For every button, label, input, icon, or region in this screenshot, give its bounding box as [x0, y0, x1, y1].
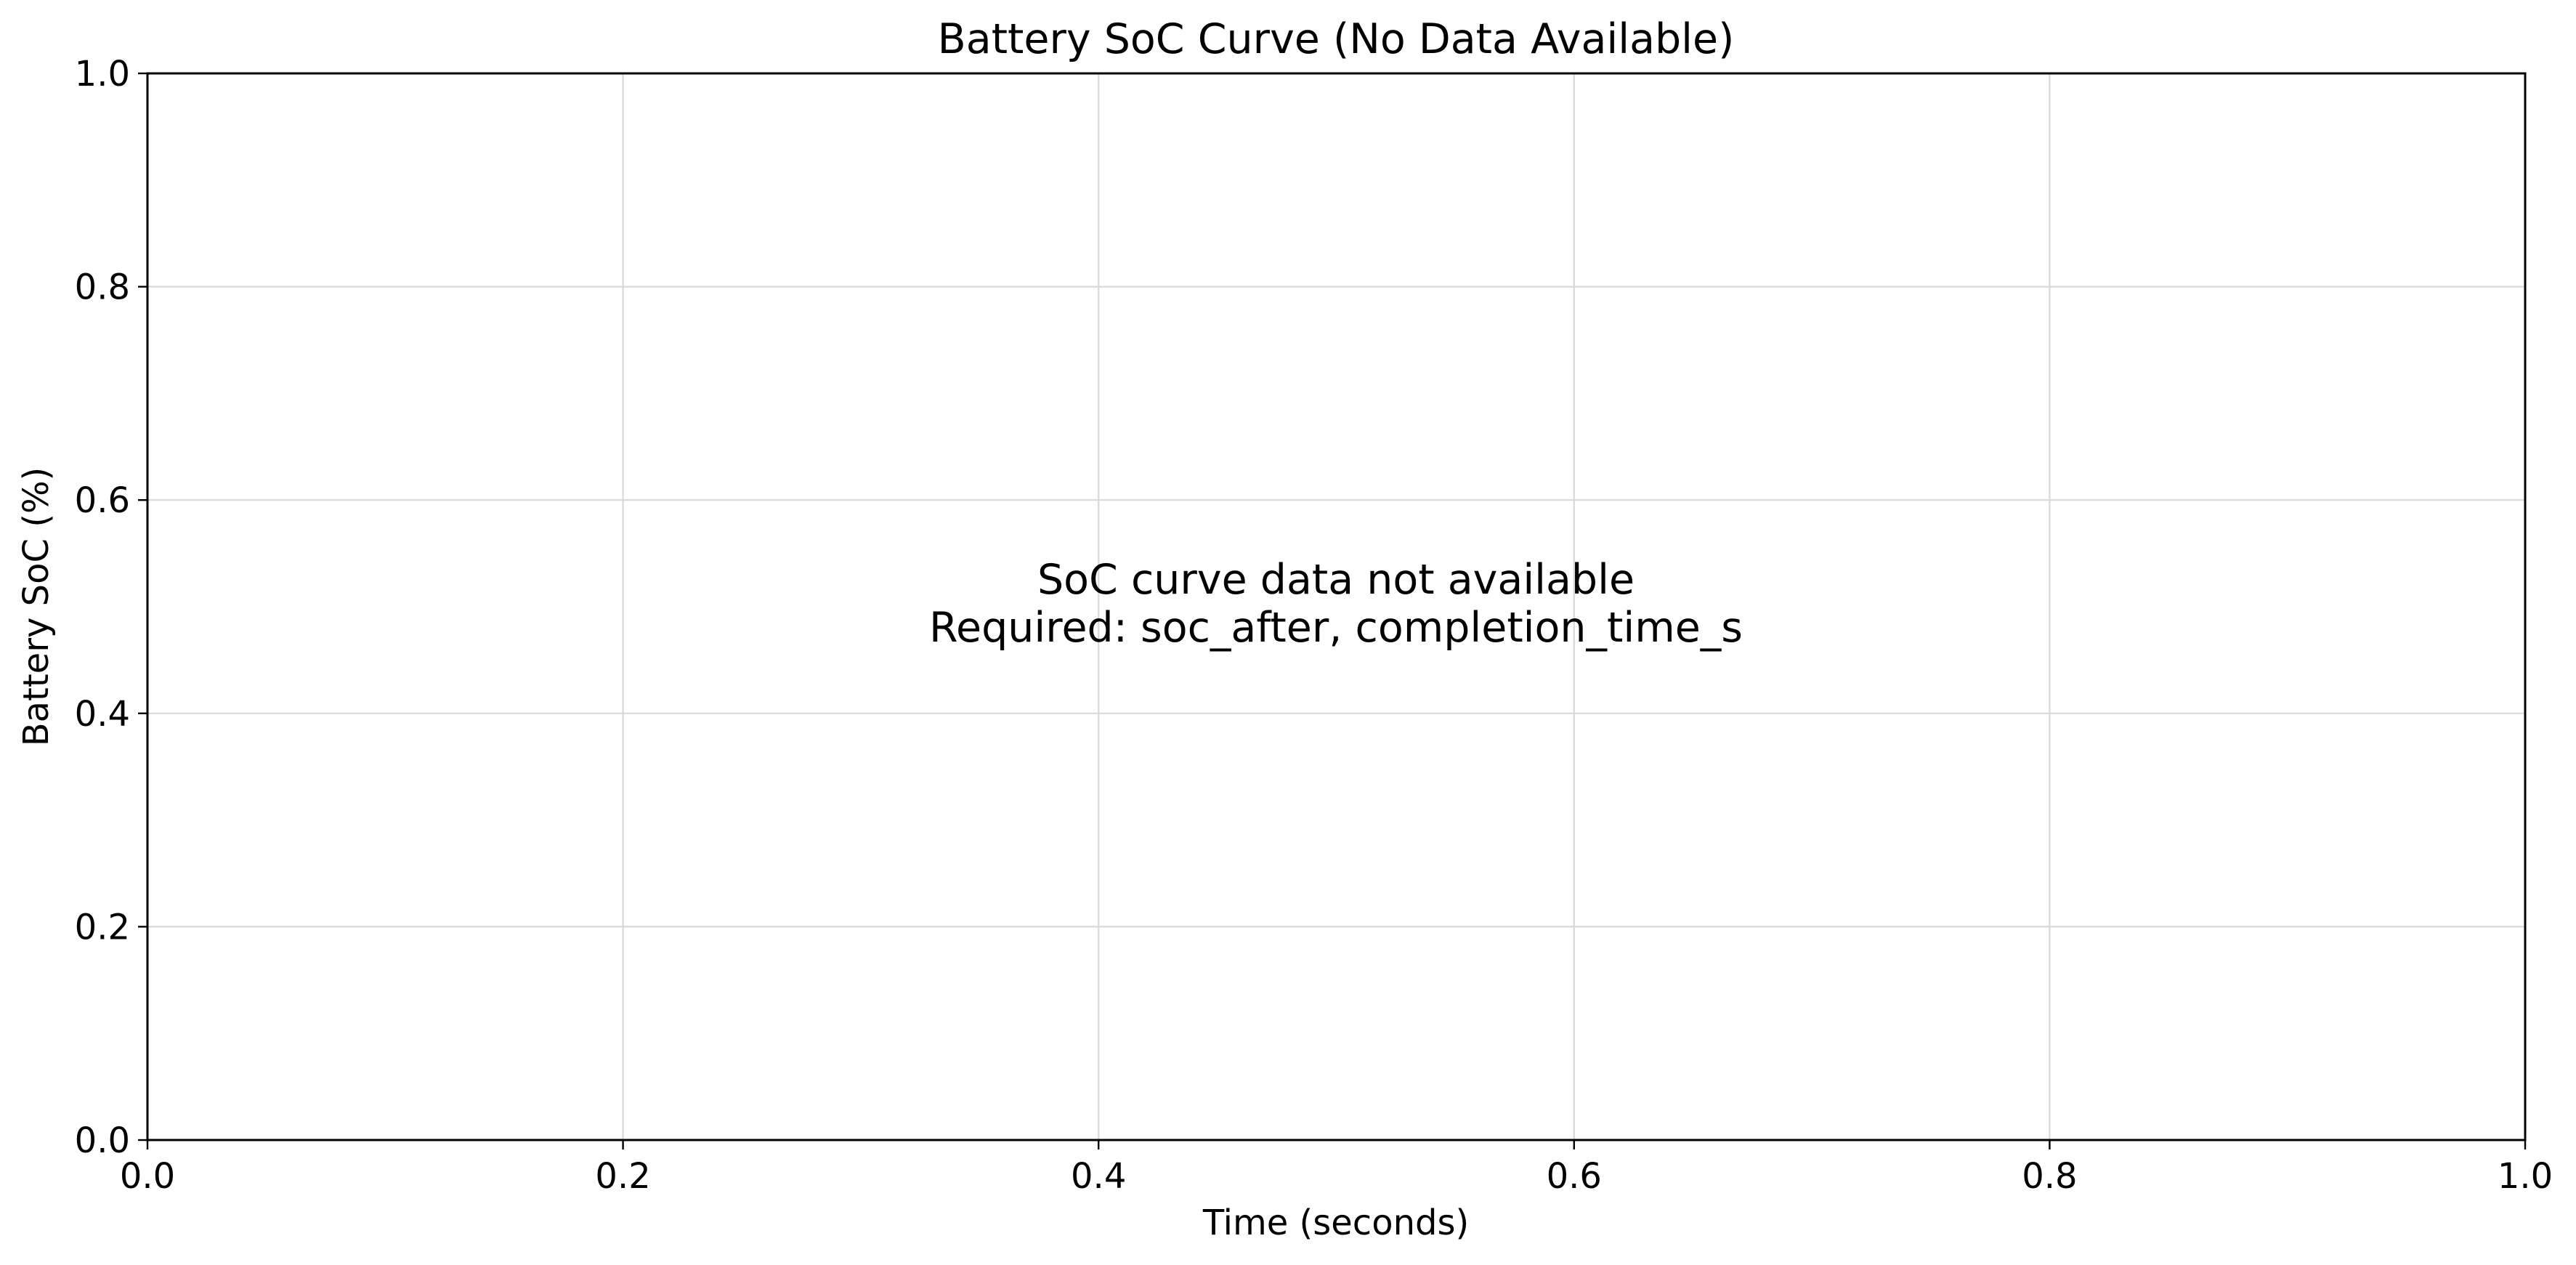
y-axis-ticks: 0.0 0.2 0.4 0.6 0.8 1.0 — [75, 54, 147, 1161]
x-tick-label: 0.6 — [1547, 1156, 1602, 1197]
y-tick-label: 0.0 — [75, 1120, 130, 1161]
y-tick-label: 0.4 — [75, 694, 130, 735]
y-tick-label: 0.8 — [75, 267, 130, 308]
annotation-line-2: Required: soc_after, completion_time_s — [929, 604, 1743, 652]
y-tick-label: 0.6 — [75, 480, 130, 521]
y-tick-label: 0.2 — [75, 907, 130, 947]
x-tick-label: 0.2 — [595, 1156, 650, 1197]
y-tick-label: 1.0 — [75, 54, 130, 94]
chart-title: Battery SoC Curve (No Data Available) — [938, 15, 1735, 63]
x-tick-label: 0.4 — [1071, 1156, 1126, 1197]
x-tick-label: 1.0 — [2498, 1156, 2553, 1197]
y-axis-label: Battery SoC (%) — [16, 467, 57, 747]
x-tick-label: 0.8 — [2022, 1156, 2077, 1197]
x-axis-label: Time (seconds) — [1202, 1203, 1469, 1243]
x-axis-ticks: 0.0 0.2 0.4 0.6 0.8 1.0 — [120, 1140, 2553, 1197]
annotation-line-1: SoC curve data not available — [1037, 556, 1635, 604]
x-tick-label: 0.0 — [120, 1156, 175, 1197]
plot-frame — [146, 72, 2527, 1141]
no-data-annotation: SoC curve data not available Required: s… — [929, 556, 1743, 652]
